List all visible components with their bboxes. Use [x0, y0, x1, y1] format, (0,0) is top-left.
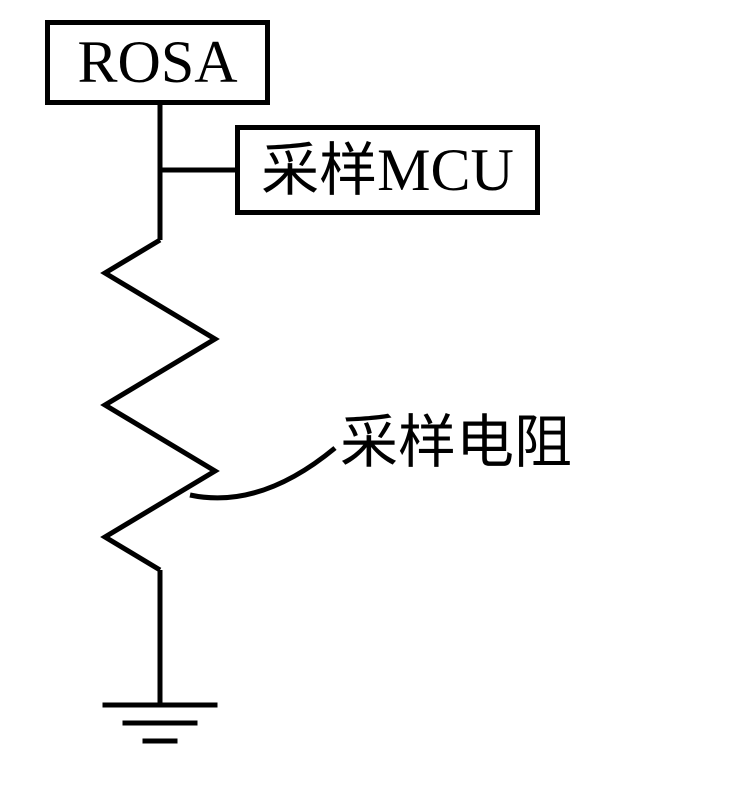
sampling-mcu-box: 采样MCU — [235, 125, 540, 215]
sampling-mcu-label-cn: 采样 — [261, 138, 377, 203]
rosa-box: ROSA — [45, 20, 270, 105]
sampling-resistor — [105, 240, 215, 570]
diagram-stage: ROSA 采样MCU 采样电阻 — [0, 0, 735, 800]
sampling-resistor-label: 采样电阻 — [340, 395, 572, 479]
sampling-mcu-label-en: MCU — [377, 137, 514, 203]
rosa-label: ROSA — [77, 28, 237, 97]
sampling-mcu-label: 采样MCU — [261, 140, 514, 200]
